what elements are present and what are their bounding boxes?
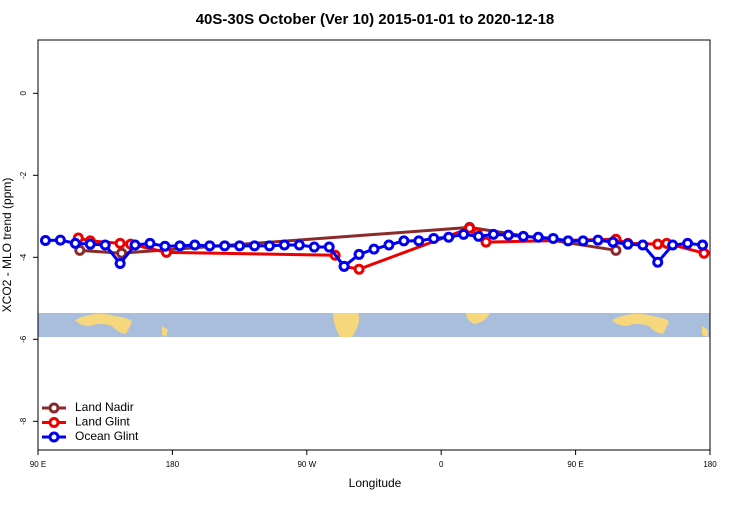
- point: [652, 238, 664, 250]
- point: [428, 232, 440, 244]
- point: [577, 235, 589, 247]
- point: [622, 238, 634, 250]
- point: [667, 239, 679, 251]
- x-tick-label: 90 W: [297, 460, 316, 469]
- point: [398, 235, 410, 247]
- point: [353, 263, 365, 275]
- point: [458, 228, 470, 240]
- y-tick-label: 0: [19, 91, 28, 96]
- y-tick-label: -2: [19, 171, 28, 179]
- point: [39, 234, 51, 246]
- x-tick-label: 0: [439, 460, 444, 469]
- y-tick-label: -4: [19, 253, 28, 261]
- point: [219, 240, 231, 252]
- point: [116, 247, 128, 259]
- point: [308, 241, 320, 253]
- point: [99, 239, 111, 251]
- legend-marker: [48, 431, 60, 443]
- point: [54, 234, 66, 246]
- point: [114, 237, 126, 249]
- x-tick-label: 180: [703, 460, 717, 469]
- point: [174, 240, 186, 252]
- point: [480, 236, 492, 248]
- x-tick-label: 90 E: [567, 460, 583, 469]
- point: [249, 240, 261, 252]
- point: [368, 243, 380, 255]
- point: [592, 234, 604, 246]
- point: [263, 240, 275, 252]
- point: [383, 239, 395, 251]
- point: [502, 229, 514, 241]
- point: [159, 240, 171, 252]
- legend-marker: [48, 417, 60, 428]
- point: [443, 231, 455, 243]
- legend-label: Ocean Glint: [75, 429, 139, 443]
- point: [84, 238, 96, 250]
- legend-label: Land Nadir: [75, 400, 134, 414]
- point: [607, 236, 619, 248]
- point: [473, 230, 485, 242]
- y-tick-label: -6: [19, 335, 28, 343]
- x-axis-label: Longitude: [349, 476, 402, 490]
- point: [189, 239, 201, 251]
- point: [413, 235, 425, 247]
- y-tick-label: -8: [19, 417, 28, 425]
- point: [487, 228, 499, 240]
- x-tick-label: 180: [166, 460, 180, 469]
- point: [234, 240, 246, 252]
- y-axis-label: XCO2 - MLO trend (ppm): [0, 178, 14, 313]
- point: [129, 239, 141, 251]
- map-strip: [38, 313, 710, 337]
- point: [293, 239, 305, 251]
- point: [652, 256, 664, 268]
- legend-label: Land Glint: [75, 415, 130, 429]
- point: [698, 247, 710, 259]
- point: [278, 239, 290, 251]
- point: [517, 230, 529, 242]
- point: [204, 240, 216, 252]
- point: [323, 241, 335, 253]
- legend-marker: [48, 402, 60, 414]
- chart-title: 40S-30S October (Ver 10) 2015-01-01 to 2…: [196, 11, 555, 28]
- point: [69, 237, 81, 249]
- plot-frame: [37, 39, 711, 451]
- point: [682, 237, 694, 249]
- point: [637, 239, 649, 251]
- point: [532, 231, 544, 243]
- point: [353, 248, 365, 260]
- point: [464, 222, 476, 234]
- point: [547, 232, 559, 244]
- point: [562, 235, 574, 247]
- point: [697, 239, 709, 251]
- point: [338, 260, 350, 272]
- point: [114, 257, 126, 269]
- point: [144, 237, 156, 249]
- x-tick-label: 90 E: [30, 460, 46, 469]
